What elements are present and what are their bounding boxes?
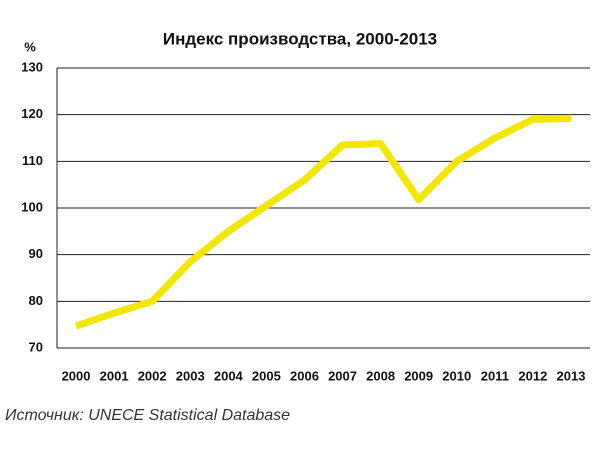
- x-tick-label: 2003: [176, 368, 205, 383]
- y-tick-label: 130: [21, 59, 43, 74]
- x-tick-label: 2008: [366, 368, 395, 383]
- x-tick-label: 2007: [328, 368, 357, 383]
- y-tick-label: 80: [29, 293, 43, 308]
- x-tick-label: 2009: [404, 368, 433, 383]
- data-line: [74, 114, 572, 330]
- x-tick-label: 2004: [214, 368, 244, 383]
- y-tick-label: 70: [29, 339, 43, 354]
- x-tick-label: 2001: [100, 368, 129, 383]
- y-axis-label: %: [24, 39, 36, 54]
- x-tick-label: 2010: [442, 368, 471, 383]
- x-tick-label: 2013: [557, 368, 586, 383]
- chart-title: Индекс производства, 2000-2013: [163, 29, 437, 48]
- y-tick-label: 100: [21, 199, 43, 214]
- x-tick-label: 2011: [481, 368, 509, 383]
- x-tick-label: 2012: [518, 368, 547, 383]
- y-tick-label: 120: [21, 106, 43, 121]
- y-tick-label: 90: [29, 246, 43, 261]
- x-tick-label: 2006: [290, 368, 319, 383]
- source-note: Источник: UNECE Statistical Database: [5, 407, 290, 424]
- x-tick-label: 2002: [138, 368, 167, 383]
- x-tick-label: 2000: [62, 368, 91, 383]
- x-tick-label: 2005: [252, 368, 281, 383]
- y-tick-label: 110: [22, 153, 43, 168]
